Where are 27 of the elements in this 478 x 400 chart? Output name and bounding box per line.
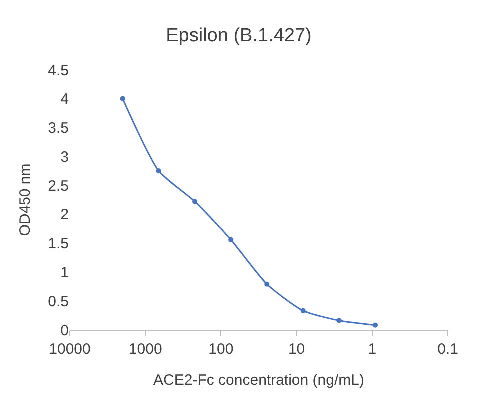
point	[156, 168, 162, 174]
y-tick-label: 1.5	[48, 236, 69, 253]
x-tick-label: 10000	[49, 341, 91, 358]
x-tick-label: 0.1	[438, 341, 458, 358]
point	[336, 318, 342, 324]
point	[120, 96, 126, 102]
x-tick-label: 1	[368, 341, 377, 358]
point	[228, 237, 234, 242]
x-tick-label: 10	[288, 341, 306, 358]
y-axis-title: OD450 nm	[17, 164, 34, 236]
point	[192, 199, 198, 204]
x-tick-label: 100	[208, 341, 234, 358]
y-tick-label: 2.5	[48, 178, 69, 195]
y-tick-label: 2	[60, 206, 69, 224]
point	[373, 322, 378, 328]
y-tick-label: 4	[60, 91, 69, 108]
x-axis-title: ACE2-Fc concentration (ng/mL)	[154, 372, 364, 389]
point	[300, 308, 306, 314]
y-tick-label: 1	[60, 264, 69, 282]
y-tick-label: 3.5	[48, 120, 69, 138]
point	[264, 282, 270, 287]
x-tick-label: 1000	[128, 341, 162, 358]
chart-title: Epsilon (B.1.427)	[166, 25, 312, 46]
y-tick-label: 3	[60, 148, 69, 166]
y-tick-label: 0	[60, 322, 69, 340]
y-tick-label: 0.5	[48, 293, 69, 310]
y-tick-label: 4.5	[48, 62, 69, 80]
